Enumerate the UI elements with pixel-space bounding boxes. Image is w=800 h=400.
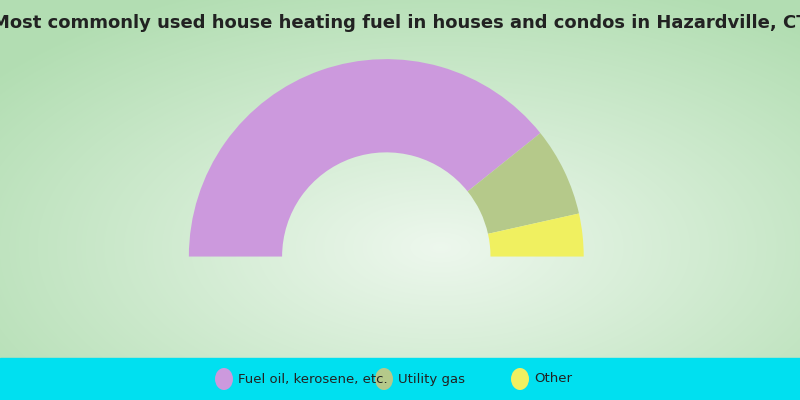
Wedge shape — [468, 133, 579, 234]
Wedge shape — [488, 214, 584, 256]
Wedge shape — [189, 59, 540, 256]
Text: Fuel oil, kerosene, etc.: Fuel oil, kerosene, etc. — [238, 372, 388, 386]
Bar — [0, 358, 800, 400]
Text: Most commonly used house heating fuel in houses and condos in Hazardville, CT: Most commonly used house heating fuel in… — [0, 14, 800, 32]
Text: Other: Other — [534, 372, 572, 386]
Text: Utility gas: Utility gas — [398, 372, 465, 386]
Ellipse shape — [215, 368, 233, 390]
Ellipse shape — [375, 368, 393, 390]
Ellipse shape — [511, 368, 529, 390]
